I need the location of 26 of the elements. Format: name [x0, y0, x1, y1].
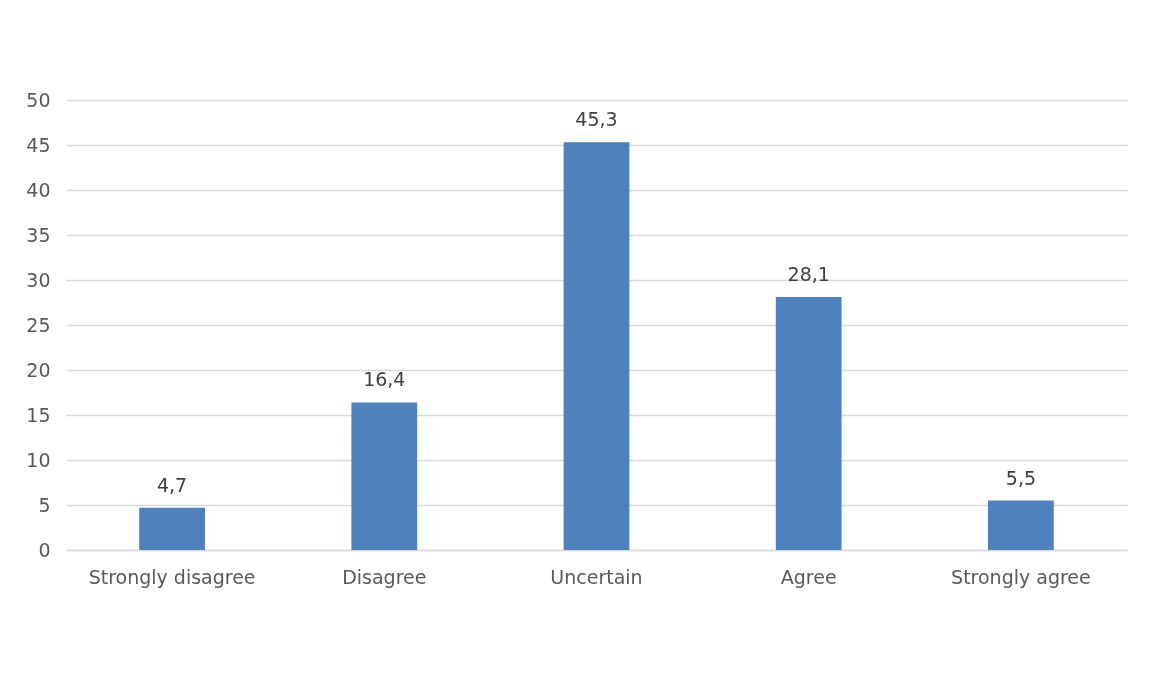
data-label: 45,3: [575, 108, 618, 131]
y-tick-label: 30: [26, 268, 51, 291]
y-tick-label: 50: [26, 88, 51, 111]
bar: [139, 507, 205, 550]
y-tick-label: 15: [26, 403, 51, 426]
bar: [775, 297, 842, 550]
bar: [988, 500, 1054, 550]
x-tick-label: Uncertain: [550, 565, 643, 588]
y-tick-label: 45: [26, 133, 51, 156]
x-tick-label: Disagree: [342, 565, 427, 588]
x-tick-label: Strongly disagree: [88, 565, 256, 588]
y-tick-label: 25: [26, 313, 51, 336]
data-label: 28,1: [787, 263, 830, 286]
y-tick-label: 40: [26, 178, 51, 201]
bar: [563, 142, 630, 550]
y-tick-label: 0: [38, 538, 51, 561]
y-tick-label: 35: [26, 223, 51, 246]
x-tick-label: Agree: [780, 565, 837, 588]
y-tick-label: 5: [38, 493, 51, 516]
data-label: 16,4: [363, 368, 406, 391]
data-label: 4,7: [156, 473, 188, 496]
bar: [351, 402, 418, 550]
y-tick-label: 20: [26, 358, 51, 381]
data-label: 5,5: [1005, 466, 1037, 489]
x-tick-label: Strongly agree: [951, 565, 1091, 588]
y-tick-label: 10: [26, 448, 51, 471]
